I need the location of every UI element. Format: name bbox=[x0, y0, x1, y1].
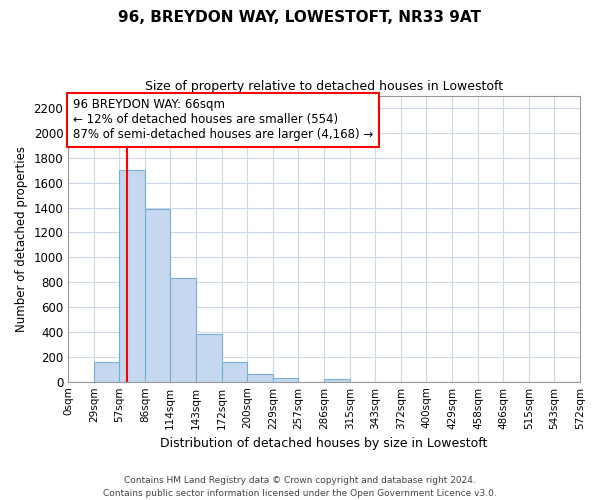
Bar bbox=[247, 374, 273, 382]
Text: 96 BREYDON WAY: 66sqm
← 12% of detached houses are smaller (554)
87% of semi-det: 96 BREYDON WAY: 66sqm ← 12% of detached … bbox=[73, 98, 374, 142]
Bar bbox=[196, 334, 222, 382]
Bar bbox=[119, 170, 145, 382]
Text: 96, BREYDON WAY, LOWESTOFT, NR33 9AT: 96, BREYDON WAY, LOWESTOFT, NR33 9AT bbox=[119, 10, 482, 25]
Bar bbox=[94, 362, 119, 382]
Title: Size of property relative to detached houses in Lowestoft: Size of property relative to detached ho… bbox=[145, 80, 503, 93]
Y-axis label: Number of detached properties: Number of detached properties bbox=[15, 146, 28, 332]
Text: Contains HM Land Registry data © Crown copyright and database right 2024.
Contai: Contains HM Land Registry data © Crown c… bbox=[103, 476, 497, 498]
X-axis label: Distribution of detached houses by size in Lowestoft: Distribution of detached houses by size … bbox=[160, 437, 488, 450]
Bar bbox=[145, 209, 170, 382]
Bar bbox=[273, 378, 298, 382]
Bar bbox=[170, 278, 196, 382]
Bar bbox=[222, 362, 247, 382]
Bar bbox=[324, 378, 350, 382]
